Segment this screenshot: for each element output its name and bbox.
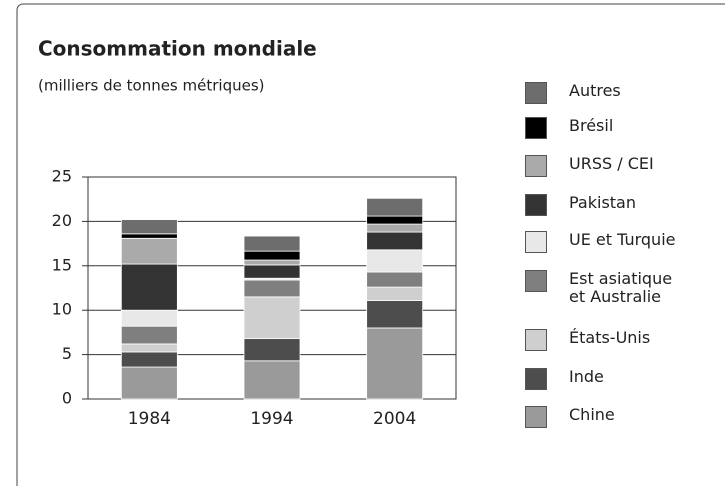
bar-segment bbox=[243, 338, 301, 362]
y-tick-label: 20 bbox=[52, 211, 72, 230]
y-tick-label: 5 bbox=[62, 344, 72, 363]
bar-segment bbox=[366, 197, 424, 217]
bar-segment bbox=[366, 271, 424, 288]
bar-segment bbox=[120, 351, 178, 368]
bar-segment bbox=[366, 300, 424, 329]
bar-segment bbox=[243, 264, 301, 279]
x-tick-label: 1984 bbox=[128, 409, 171, 429]
frame bbox=[16, 3, 725, 486]
bar-segment bbox=[243, 235, 301, 252]
bar-segment bbox=[120, 233, 178, 239]
bar-segment bbox=[120, 219, 178, 235]
x-tick-label: 2004 bbox=[373, 409, 416, 429]
bar-segment bbox=[120, 366, 178, 400]
bar-segment bbox=[120, 263, 178, 311]
bar-segment bbox=[120, 325, 178, 345]
bar-segment bbox=[120, 343, 178, 353]
bar-segment bbox=[366, 231, 424, 251]
chart-subtitle: (milliers de tonnes métriques) bbox=[38, 77, 265, 95]
bar-segment bbox=[366, 215, 424, 225]
bar-segment bbox=[366, 249, 424, 273]
y-tick-label: 10 bbox=[52, 300, 72, 319]
bar-segment bbox=[243, 296, 301, 340]
bar-segment bbox=[243, 259, 301, 266]
bar-segment bbox=[366, 327, 424, 400]
bar-segment bbox=[120, 309, 178, 327]
bar-segment bbox=[120, 237, 178, 265]
chart-title: Consommation mondiale bbox=[38, 37, 317, 61]
y-tick-label: 0 bbox=[62, 389, 72, 408]
bar-segment bbox=[243, 279, 301, 298]
bar-segment bbox=[243, 360, 301, 400]
bar-segment bbox=[243, 250, 301, 261]
bar-segment bbox=[366, 223, 424, 233]
y-tick-label: 25 bbox=[52, 167, 72, 186]
y-tick-label: 15 bbox=[52, 255, 72, 274]
x-tick-label: 1994 bbox=[250, 409, 293, 429]
bar-segment bbox=[366, 286, 424, 301]
